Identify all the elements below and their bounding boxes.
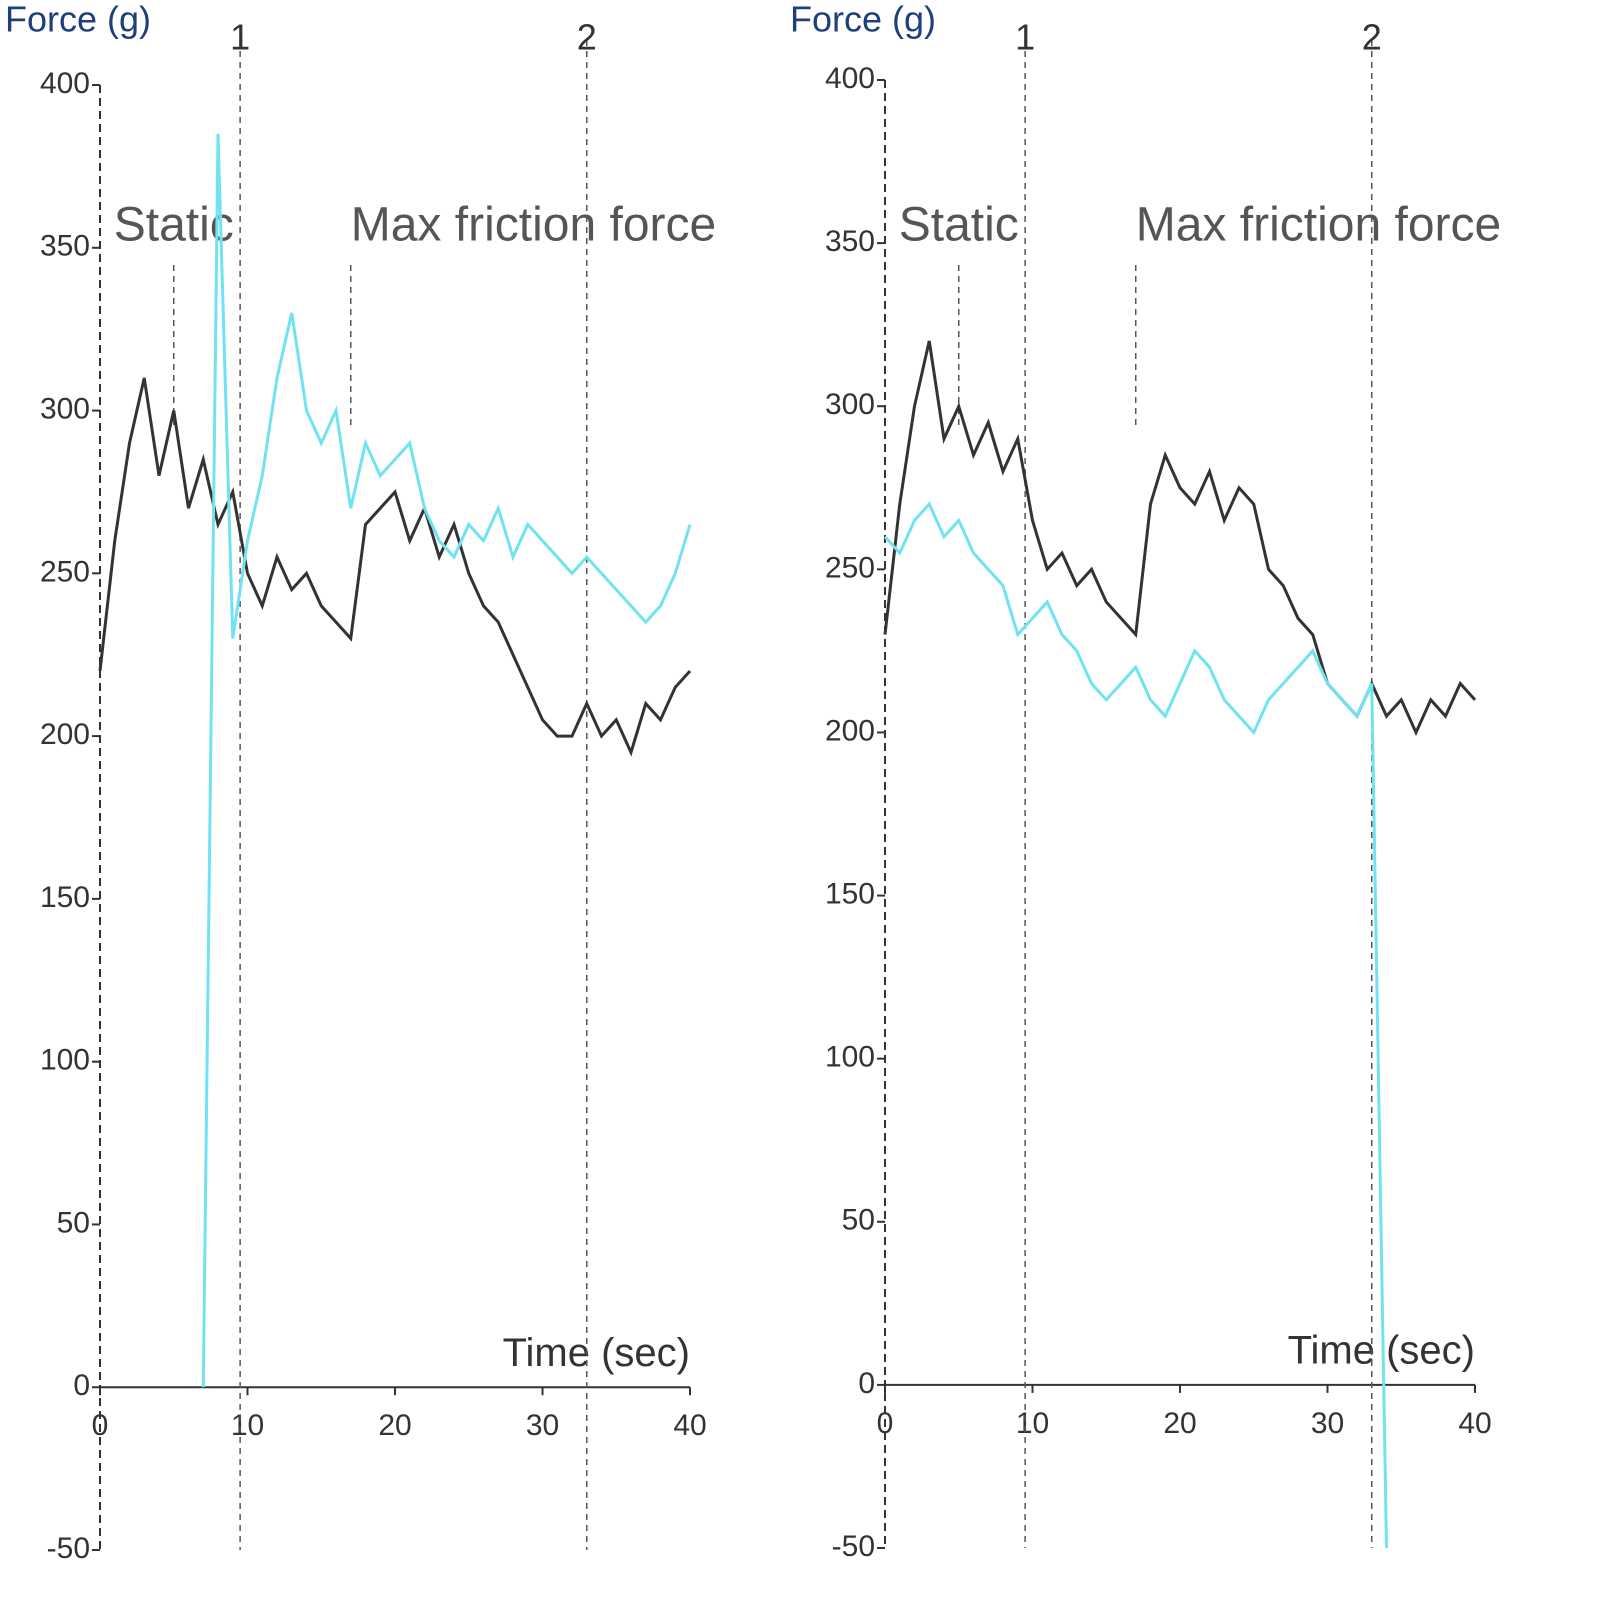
y-tick-label: 250 (40, 555, 90, 588)
x-tick-label: 0 (92, 1409, 109, 1442)
annotation: Static (899, 199, 1019, 252)
marker-label: 2 (1362, 17, 1382, 58)
x-tick-label: 30 (1311, 1407, 1344, 1440)
y-tick-label: 150 (40, 881, 90, 914)
annotation: Max friction force (351, 199, 716, 252)
annotation: Max friction force (1136, 199, 1501, 252)
y-tick-label: 0 (858, 1367, 875, 1400)
x-tick-label: 40 (1458, 1407, 1491, 1440)
y-tick-label: 350 (40, 230, 90, 263)
series-line (98, 377, 692, 757)
chart-title: Force (g) (5, 0, 151, 40)
y-tick-label: -50 (832, 1530, 875, 1563)
y-tick-label: 200 (40, 718, 90, 751)
x-tick-label: 10 (231, 1409, 264, 1442)
series-line (883, 501, 1388, 1549)
x-tick-label: 30 (526, 1409, 559, 1442)
y-tick-label: 0 (73, 1369, 90, 1402)
y-tick-label: 100 (825, 1041, 875, 1074)
y-tick-label: 300 (825, 388, 875, 421)
y-tick-label: 300 (40, 392, 90, 425)
x-tick-label: 40 (673, 1409, 706, 1442)
x-tick-label: 0 (877, 1407, 894, 1440)
y-tick-label: 400 (825, 62, 875, 95)
annotation: Static (114, 199, 234, 252)
y-tick-label: 100 (40, 1044, 90, 1077)
marker-label: 1 (230, 17, 250, 58)
marker-label: 2 (577, 17, 597, 58)
x-tick-label: 10 (1016, 1407, 1049, 1440)
y-tick-label: 50 (842, 1204, 875, 1237)
y-tick-label: 200 (825, 714, 875, 747)
x-axis-label: Time (sec) (1288, 1328, 1475, 1372)
x-tick-label: 20 (378, 1409, 411, 1442)
y-tick-label: 400 (40, 67, 90, 100)
y-tick-label: 250 (825, 551, 875, 584)
chart-title: Force (g) (790, 0, 936, 40)
y-tick-label: -50 (47, 1532, 90, 1565)
series-line (883, 340, 1477, 737)
marker-label: 1 (1015, 17, 1035, 58)
x-tick-label: 20 (1163, 1407, 1196, 1440)
y-tick-label: 50 (57, 1206, 90, 1239)
x-axis-label: Time (sec) (503, 1331, 690, 1375)
y-tick-label: 150 (825, 877, 875, 910)
series-line (201, 133, 692, 1388)
y-tick-label: 350 (825, 225, 875, 258)
